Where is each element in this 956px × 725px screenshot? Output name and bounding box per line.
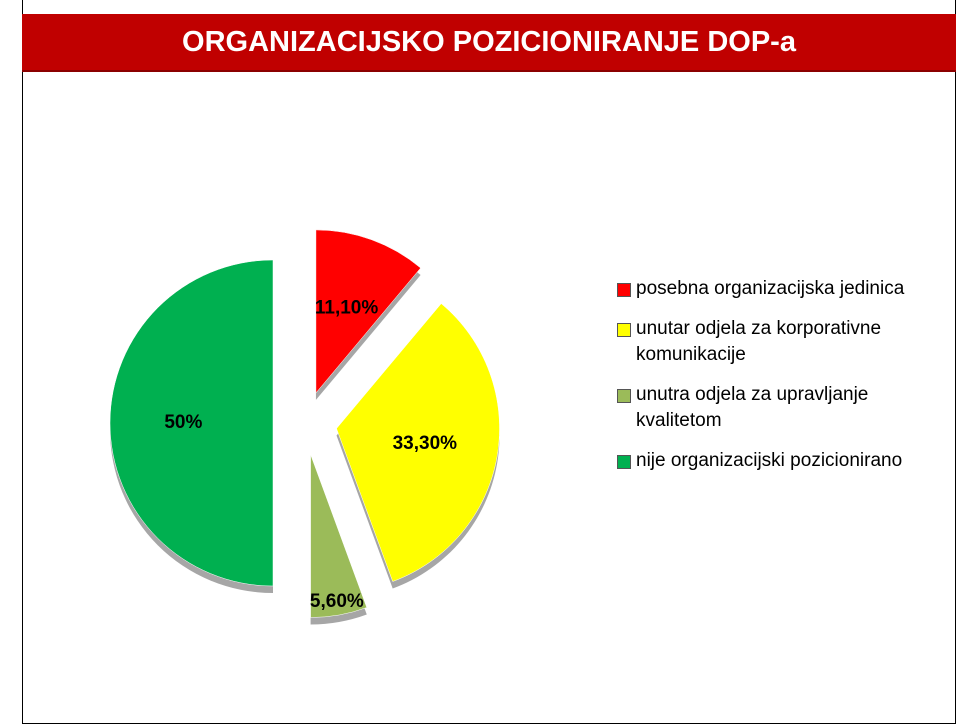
legend-item: unutar odjela za korporativne komunikaci… bbox=[617, 316, 956, 368]
pie-slice bbox=[109, 259, 274, 587]
legend-label: unutra odjela za upravljanje kvalitetom bbox=[636, 384, 869, 431]
data-label: 5,60% bbox=[310, 591, 364, 612]
legend-swatch bbox=[617, 389, 631, 403]
legend-swatch bbox=[617, 323, 631, 337]
header: ORGANIZACIJSKO POZICIONIRANJE DOP-a bbox=[22, 14, 956, 72]
legend-item: posebna organizacijska jedinica bbox=[617, 276, 956, 302]
legend-swatch bbox=[617, 455, 631, 469]
legend-swatch bbox=[617, 283, 631, 297]
data-label: 11,10% bbox=[315, 298, 378, 319]
pie-slice bbox=[315, 229, 421, 394]
legend-item: unutra odjela za upravljanje kvalitetom bbox=[617, 382, 956, 434]
legend-label: nije organizacijski pozicionirano bbox=[636, 450, 903, 471]
pie-slice bbox=[310, 454, 368, 618]
legend-label: posebna organizacijska jedinica bbox=[636, 278, 905, 299]
chart-title: ORGANIZACIJSKO POZICIONIRANJE DOP-a bbox=[182, 25, 796, 58]
pie-slice bbox=[336, 303, 500, 582]
data-label: 50% bbox=[164, 412, 202, 433]
legend-label: unutar odjela za korporativne komunikaci… bbox=[636, 318, 882, 365]
legend-item: nije organizacijski pozicionirano bbox=[617, 448, 956, 474]
data-label: 33,30% bbox=[393, 433, 458, 454]
legend: posebna organizacijska jedinica unutar od… bbox=[617, 276, 956, 488]
